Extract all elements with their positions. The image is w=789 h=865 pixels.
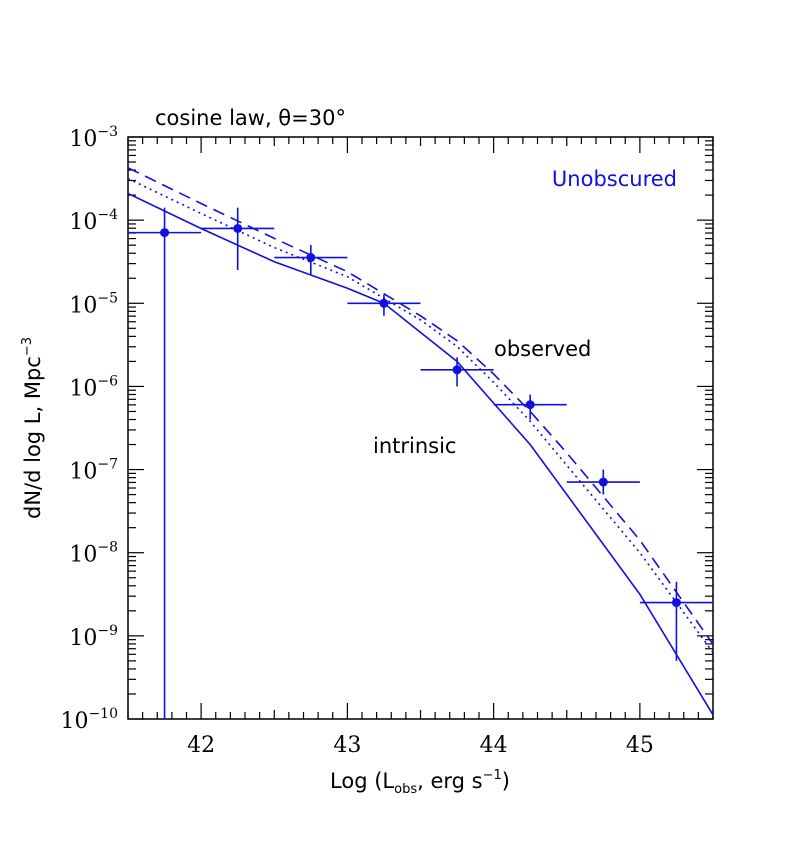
- x-tick-label: 43: [333, 733, 361, 758]
- y-tick-labels: 10−3 10−4 10−5 10−6 10−7 10−8 10−9 10−10: [60, 124, 118, 734]
- y-tick-label: 10−10: [60, 706, 118, 734]
- data-point: [160, 228, 170, 238]
- y-axis-label: dN/d log L, Mpc−3: [20, 337, 45, 519]
- data-point: [233, 223, 243, 233]
- annotation-intrinsic: intrinsic: [373, 434, 456, 458]
- x-axis-label: Log (Lobs, erg s−1): [330, 768, 510, 797]
- plot-area: [128, 167, 713, 719]
- y-tick-label: 10−3: [69, 124, 118, 152]
- plot-frame: [127, 136, 714, 720]
- annotation-observed: observed: [494, 337, 591, 361]
- data-point: [379, 298, 389, 308]
- y-tick-label: 10−7: [69, 457, 118, 485]
- x-tick-label: 44: [480, 733, 508, 758]
- series-line-solid: [128, 192, 713, 716]
- x-tick-label: 45: [626, 733, 654, 758]
- chart-title: cosine law, θ=30°: [155, 106, 346, 130]
- panel-label: Unobscured: [552, 167, 677, 191]
- series-line-dashed: [128, 167, 713, 645]
- data-point: [525, 400, 535, 410]
- data-point: [671, 598, 681, 608]
- y-tick-label: 10−8: [69, 540, 118, 568]
- data-point: [306, 253, 316, 263]
- y-tick-label: 10−4: [69, 207, 118, 235]
- y-tick-label: 10−5: [69, 290, 118, 318]
- y-tick-label: 10−6: [69, 373, 118, 401]
- y-tick-label: 10−9: [69, 623, 118, 651]
- x-tick-label: 42: [187, 733, 215, 758]
- data-point: [598, 477, 608, 487]
- series-line-dotted: [128, 177, 713, 653]
- axis-ticks: [127, 136, 714, 720]
- data-point: [452, 365, 462, 375]
- x-tick-labels: 42 43 44 45: [187, 733, 654, 758]
